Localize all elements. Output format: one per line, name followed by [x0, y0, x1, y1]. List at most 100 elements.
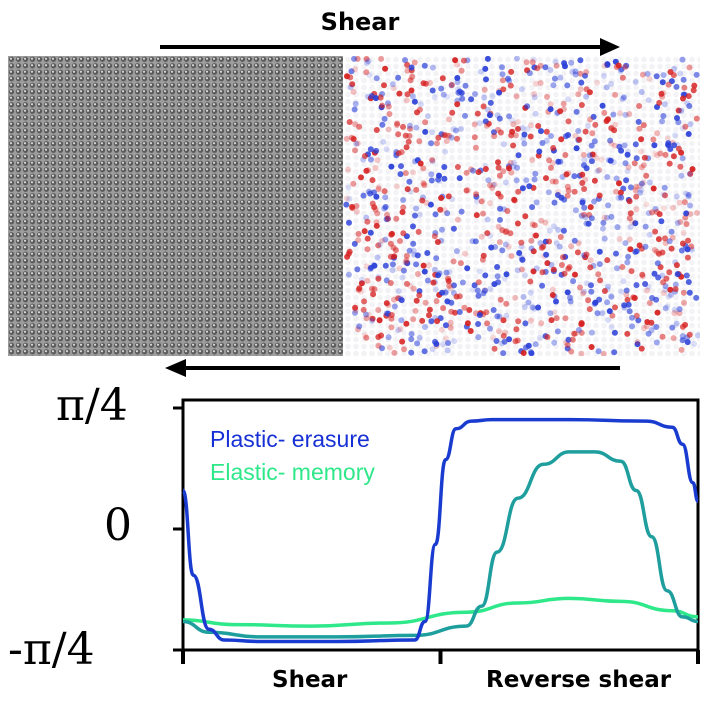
strain-dot	[421, 348, 428, 355]
strain-dot	[601, 235, 608, 242]
strain-dot	[633, 183, 640, 190]
strain-dot	[568, 243, 575, 250]
strain-dot	[374, 254, 381, 261]
strain-dot	[346, 195, 353, 202]
strain-dot	[515, 125, 521, 132]
strain-dot	[444, 210, 451, 217]
strain-dot	[471, 121, 478, 128]
strain-dot	[518, 239, 525, 246]
strain-dot	[595, 348, 602, 355]
strain-dot	[433, 298, 440, 305]
strain-dot	[683, 272, 690, 279]
strain-dot	[683, 221, 690, 227]
strain-dot	[618, 288, 625, 295]
strain-dot	[491, 133, 498, 140]
strain-dot	[685, 131, 692, 137]
strain-dot	[578, 102, 585, 108]
strain-dot	[434, 140, 440, 147]
strain-dot	[489, 184, 496, 191]
strain-dot	[691, 340, 698, 347]
strain-dot	[603, 84, 610, 91]
shear-arrow-head	[600, 38, 620, 56]
strain-dot	[375, 242, 382, 249]
strain-dot	[497, 216, 503, 223]
strain-dot	[355, 286, 362, 293]
strain-dot	[373, 75, 380, 82]
strain-dot	[546, 157, 553, 164]
strain-dot	[611, 349, 618, 356]
strain-dot	[505, 75, 511, 82]
strain-dot	[574, 249, 581, 256]
strain-dot	[548, 261, 555, 268]
strain-dot	[416, 292, 423, 299]
strain-dot	[472, 144, 479, 151]
strain-dot	[681, 199, 688, 206]
strain-dot	[429, 346, 436, 353]
strain-dot	[558, 194, 565, 201]
strain-dot	[536, 148, 543, 155]
strain-dot	[635, 118, 642, 125]
strain-dot	[420, 165, 427, 172]
strain-dot	[632, 141, 639, 148]
strain-dot	[521, 131, 528, 138]
strain-dot	[350, 180, 357, 187]
strain-dot	[687, 211, 694, 218]
strain-dot	[547, 310, 554, 317]
strain-dot	[364, 277, 371, 284]
strain-dot	[674, 271, 681, 278]
strain-dot	[528, 317, 534, 324]
strain-dot	[624, 259, 631, 266]
strain-dot	[542, 64, 549, 71]
strain-dot	[515, 188, 522, 195]
strain-dot	[441, 175, 448, 182]
strain-dot	[642, 223, 649, 230]
strain-dot	[415, 228, 422, 235]
strain-dot	[666, 269, 673, 276]
strain-dot	[395, 150, 402, 157]
strain-dot	[678, 107, 685, 114]
strain-dot	[687, 202, 693, 209]
strain-dot	[547, 101, 554, 108]
strain-dot	[638, 164, 645, 171]
strain-dot	[502, 179, 509, 186]
strain-dot	[454, 101, 461, 108]
strain-dot	[512, 132, 519, 139]
strain-dot	[448, 299, 455, 306]
strain-dot	[358, 276, 365, 283]
strain-dot	[454, 86, 461, 93]
strain-dot	[514, 164, 521, 171]
strain-dot	[607, 137, 614, 144]
strain-dot	[400, 197, 407, 203]
strain-dot	[468, 96, 475, 103]
strain-dot	[591, 198, 598, 205]
strain-dot	[508, 132, 515, 139]
strain-dot	[353, 208, 360, 215]
strain-dot	[446, 282, 453, 289]
strain-dot	[608, 140, 615, 147]
strain-dot	[410, 169, 417, 176]
strain-dot	[621, 304, 628, 311]
strain-dot	[672, 132, 679, 139]
strain-dot	[372, 165, 379, 171]
strain-dot	[454, 75, 461, 81]
strain-dot	[360, 306, 367, 313]
strain-dot	[484, 320, 491, 327]
strain-dot	[613, 250, 619, 257]
strain-dot	[670, 335, 677, 342]
strain-dot	[537, 80, 544, 86]
strain-dot	[624, 151, 631, 158]
strain-dot	[391, 349, 398, 356]
strain-dot	[643, 201, 650, 208]
strain-dot	[539, 282, 546, 289]
strain-dot	[581, 157, 588, 164]
strain-dot	[433, 341, 440, 347]
strain-dot	[402, 57, 409, 64]
strain-dot	[594, 310, 601, 317]
strain-dot	[477, 68, 484, 75]
strain-dot	[353, 140, 360, 147]
strain-dot	[497, 205, 503, 212]
strain-dot	[510, 142, 517, 149]
strain-dot	[422, 299, 429, 306]
strain-dot	[496, 172, 503, 179]
strain-dot	[633, 312, 640, 319]
